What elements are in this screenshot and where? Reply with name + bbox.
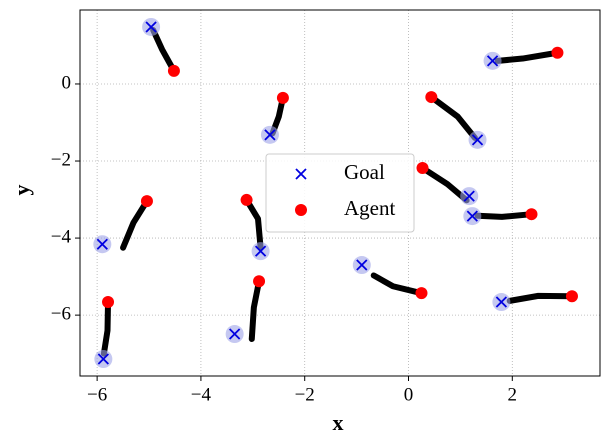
goal-point: [142, 17, 161, 36]
goal-cross: [97, 353, 109, 365]
goal-cross: [145, 21, 157, 33]
trajectory: [248, 278, 263, 343]
legend-label: Agent: [344, 196, 395, 220]
goal-point: [463, 207, 482, 226]
trajectory: [370, 272, 425, 297]
y-axis-label: y: [9, 185, 34, 196]
agent-point: [415, 287, 428, 300]
goal-point: [483, 51, 502, 70]
agent-point: [416, 161, 429, 174]
goal-cross: [471, 134, 484, 146]
goal-cross: [466, 210, 478, 222]
goal-point: [225, 325, 244, 344]
goal-cross: [356, 259, 368, 271]
legend-marker: [295, 204, 307, 216]
goal-cross: [254, 245, 267, 257]
agent-point: [167, 64, 180, 77]
goal-cross: [229, 328, 241, 340]
y-tick-label: −2: [51, 149, 71, 170]
x-axis-label: x: [333, 410, 344, 435]
legend-marker: [295, 168, 307, 180]
goal-point: [352, 256, 371, 275]
legend-label: Goal: [344, 160, 385, 184]
goal-point: [492, 293, 511, 312]
trajectory: [506, 292, 575, 304]
goal-point: [260, 125, 279, 144]
y-tick-label: −4: [51, 226, 72, 247]
y-tick-label: 0: [62, 72, 72, 93]
goal-point: [468, 130, 487, 149]
x-tick-label: −6: [87, 384, 107, 405]
goal-cross: [96, 238, 108, 250]
trajectory: [100, 299, 112, 357]
trajectory: [428, 94, 478, 141]
trajectory: [243, 196, 264, 251]
agent-point: [276, 91, 289, 104]
x-tick-label: −4: [191, 384, 212, 405]
goal-cross: [495, 296, 508, 308]
legend: Goal Agent: [265, 153, 415, 233]
trajectory: [494, 49, 561, 64]
goal-cross: [463, 190, 475, 202]
legend-box: [265, 153, 415, 233]
goal-point: [94, 350, 113, 369]
agent-point: [551, 46, 564, 59]
goal-cross: [486, 55, 499, 67]
x-tick-label: 2: [508, 384, 518, 405]
agent-point: [240, 193, 253, 206]
agent-point: [102, 296, 115, 309]
agent-point: [565, 290, 578, 303]
trajectory: [474, 211, 535, 220]
plot-frame: [79, 9, 601, 377]
trajectory: [419, 164, 470, 204]
goal-cross: [264, 129, 276, 141]
agent-point: [525, 208, 538, 221]
trajectory: [150, 27, 177, 74]
goal-point: [93, 235, 112, 254]
agent-point: [140, 195, 153, 208]
x-tick-label: 0: [404, 384, 414, 405]
x-tick-label: −2: [295, 384, 315, 405]
agent-point: [425, 91, 438, 104]
agent-point: [253, 275, 266, 288]
goal-point: [460, 187, 479, 206]
goal-point: [251, 242, 270, 261]
trajectory: [120, 198, 150, 251]
y-tick-label: −6: [51, 303, 71, 324]
